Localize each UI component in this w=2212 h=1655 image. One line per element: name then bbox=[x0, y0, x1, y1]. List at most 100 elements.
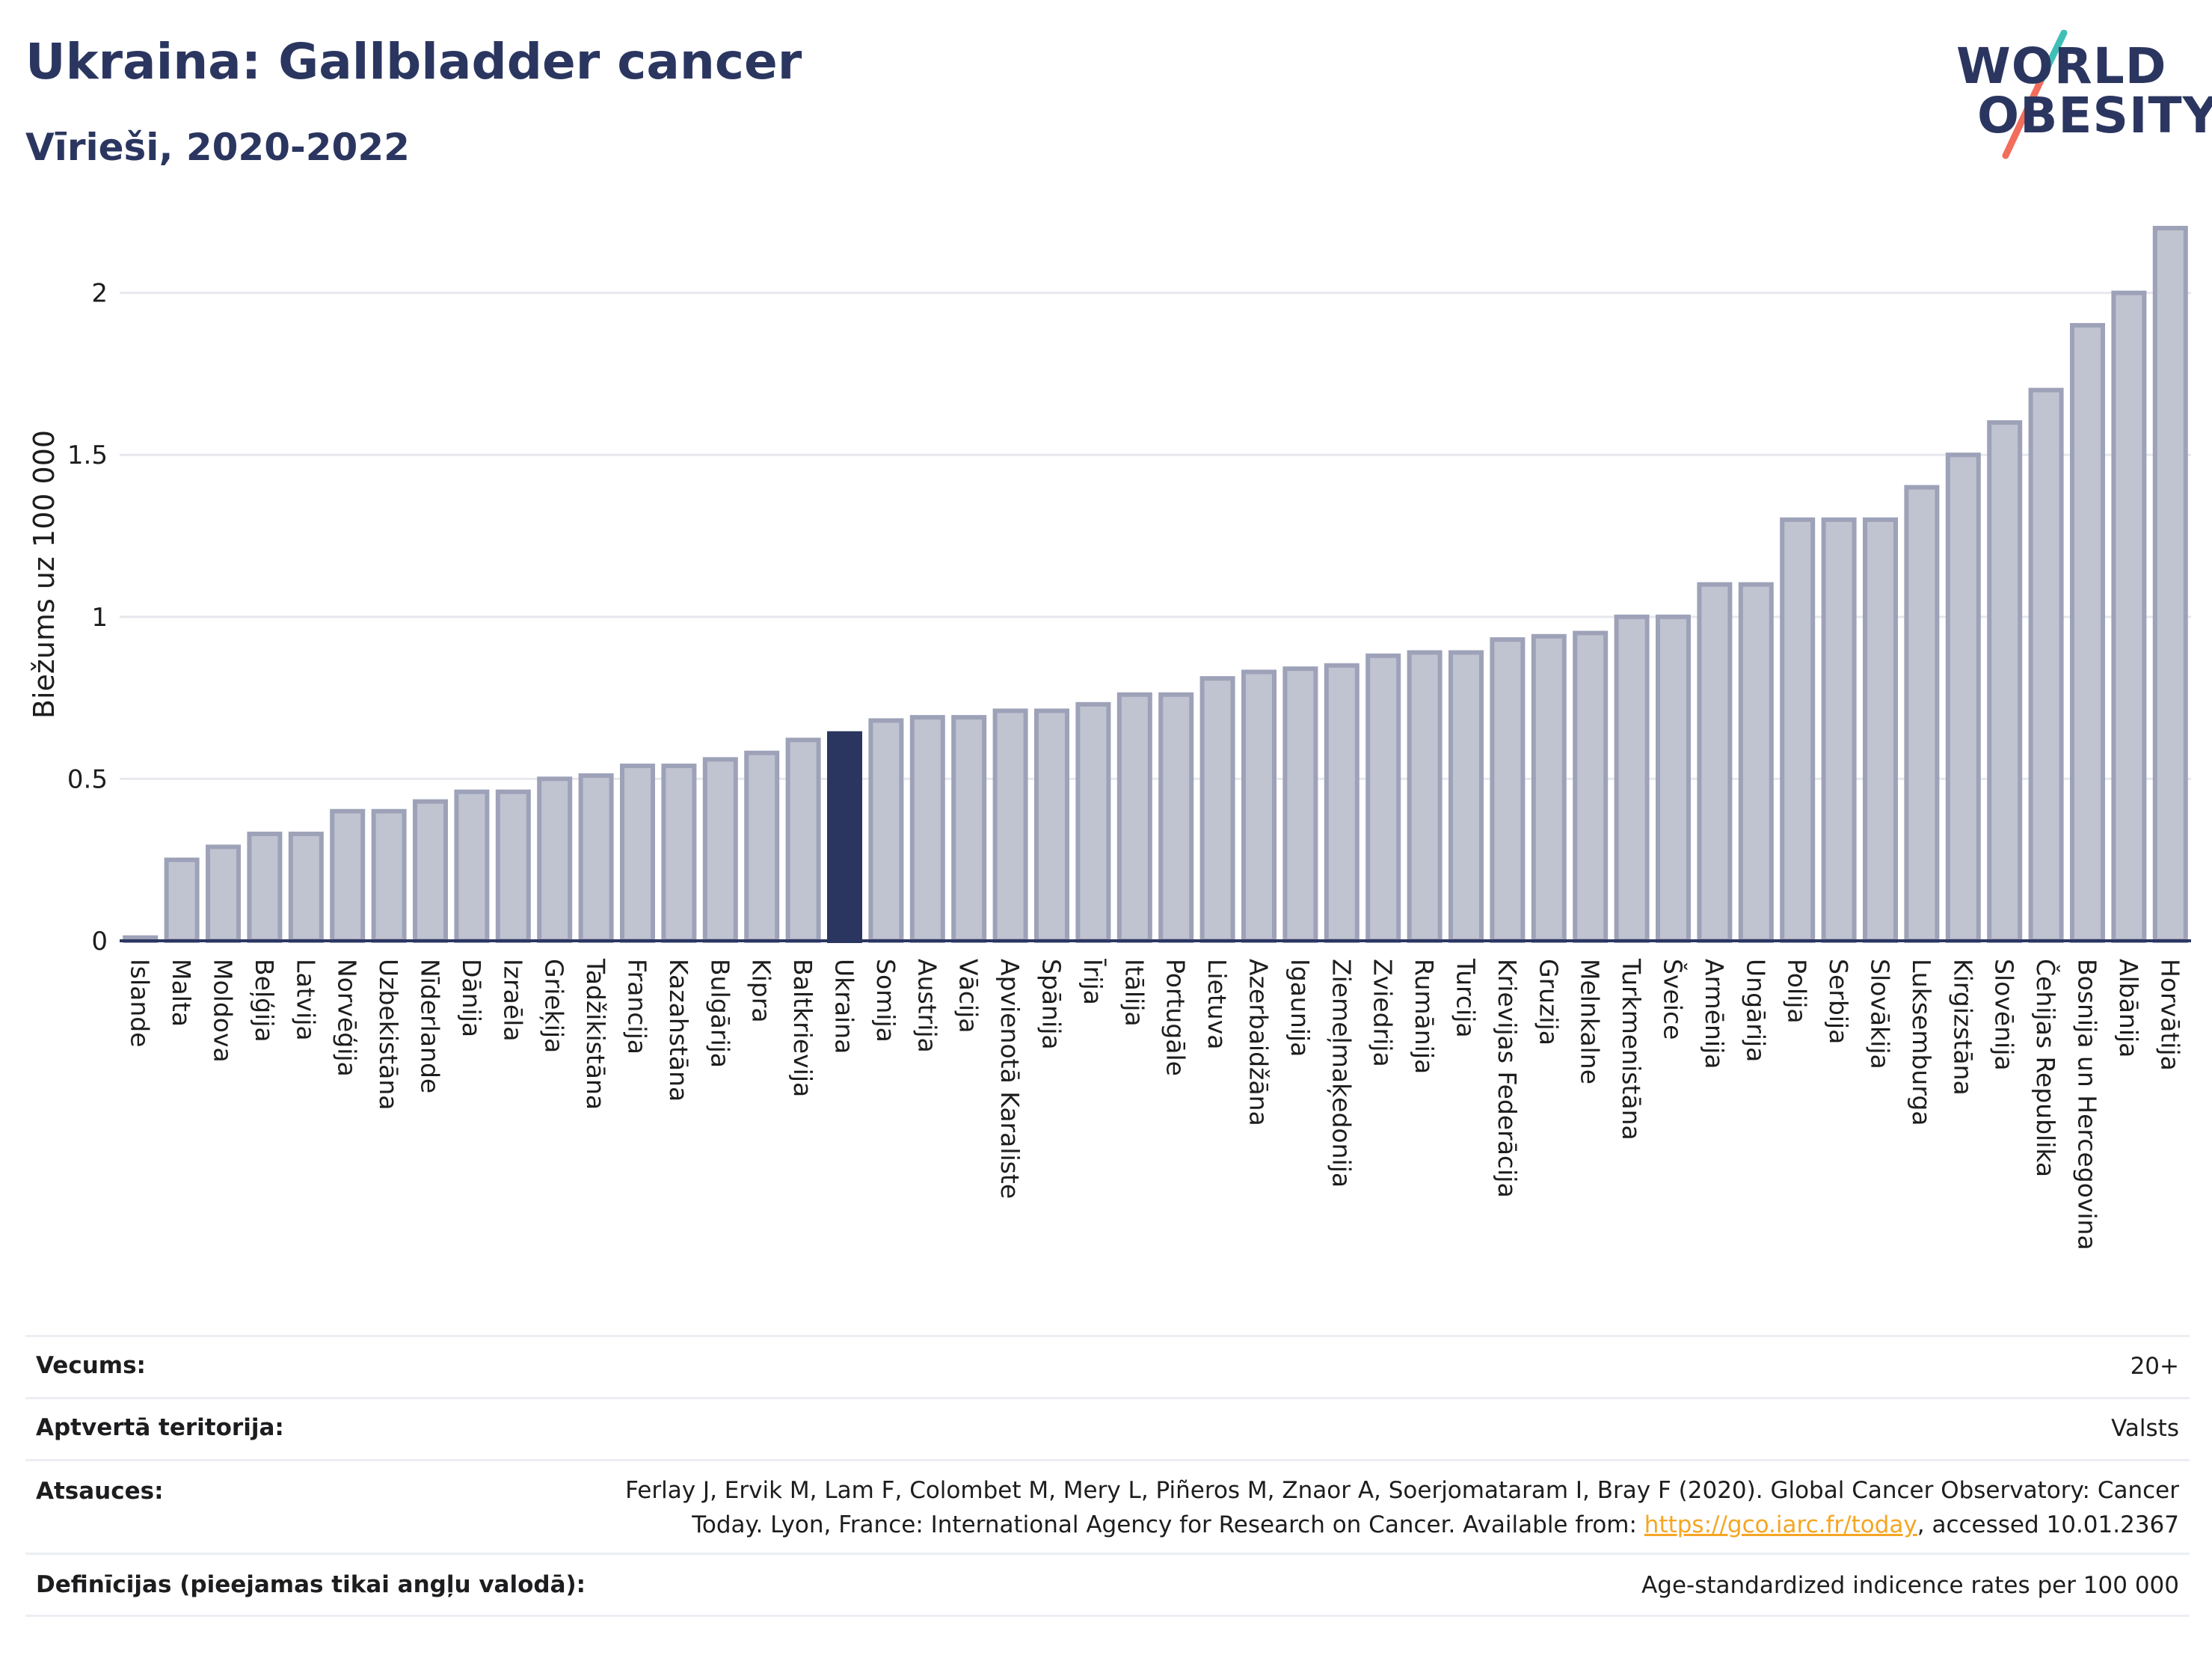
bar bbox=[785, 737, 821, 943]
x-tick-label: Armēnija bbox=[1700, 959, 1729, 1069]
bar bbox=[2028, 387, 2064, 943]
bar bbox=[1075, 701, 1111, 943]
bar bbox=[620, 764, 655, 943]
bar bbox=[2152, 226, 2188, 943]
bar bbox=[1531, 633, 1567, 943]
x-tick-label: Lietuva bbox=[1202, 959, 1232, 1049]
bar bbox=[868, 718, 904, 943]
info-row-territory: Aptvertā teritorija: Valsts bbox=[25, 1397, 2190, 1459]
x-tick-label: Portugāle bbox=[1161, 959, 1191, 1076]
x-tick-label: Kirgizstāna bbox=[1948, 959, 1977, 1096]
bar bbox=[1282, 666, 1318, 943]
territory-value: Valsts bbox=[2111, 1415, 2179, 1442]
y-tick-label: 1 bbox=[91, 603, 108, 633]
bar bbox=[578, 773, 614, 943]
y-tick-labels: 0 0.5 1 1.5 2 bbox=[67, 279, 108, 957]
x-tick-label: Nīderlande bbox=[416, 959, 445, 1093]
logo-slash-bottom bbox=[2002, 79, 2044, 159]
age-label: Vecums: bbox=[36, 1352, 146, 1379]
x-tick-label: Vācija bbox=[954, 959, 983, 1034]
x-tick-label: Gruzija bbox=[1534, 959, 1563, 1045]
sources-link[interactable]: https://gco.iarc.fr/today bbox=[1644, 1511, 1917, 1538]
definitions-label: Definīcijas (pieejamas tikai angļu valod… bbox=[36, 1571, 586, 1598]
x-tick-label: Krievijas Federācija bbox=[1493, 959, 1522, 1198]
bar bbox=[1697, 582, 1733, 943]
logo-word-world: WORLD bbox=[1956, 37, 2167, 95]
x-tick-label: Polija bbox=[1783, 959, 1812, 1024]
x-tick-label: Austrija bbox=[912, 959, 941, 1053]
bar bbox=[1365, 653, 1401, 943]
info-row-definitions: Definīcijas (pieejamas tikai angļu valod… bbox=[25, 1553, 2190, 1617]
x-tick-label: Francija bbox=[623, 959, 652, 1054]
bar bbox=[1614, 614, 1650, 943]
info-row-age: Vecums: 20+ bbox=[25, 1335, 2190, 1397]
x-tick-label: Serbija bbox=[1824, 959, 1853, 1044]
x-tick-label: Baltkrievija bbox=[788, 959, 817, 1097]
x-tick-label: Luksemburga bbox=[1907, 959, 1936, 1126]
x-tick-label: Čehijas Republika bbox=[2031, 959, 2061, 1177]
bar bbox=[2111, 290, 2147, 943]
x-tick-label: Uzbekistāna bbox=[374, 959, 403, 1111]
x-tick-label: Turcija bbox=[1451, 958, 1481, 1038]
logo-slash-top bbox=[2036, 30, 2068, 86]
bar bbox=[1780, 517, 1816, 943]
y-tick-label: 0 bbox=[91, 927, 108, 957]
bar bbox=[1241, 669, 1276, 944]
x-tick-label: Spānija bbox=[1037, 959, 1066, 1050]
bar bbox=[702, 757, 738, 943]
bar bbox=[1987, 420, 2023, 943]
bars bbox=[120, 226, 2191, 944]
x-tick-label: Tadžikistāna bbox=[581, 958, 610, 1110]
bar bbox=[2070, 322, 2105, 944]
x-tick-label: Itālija bbox=[1119, 959, 1149, 1027]
y-tick-label: 0.5 bbox=[67, 764, 108, 794]
x-tick-label: Slovēnija bbox=[1990, 959, 2019, 1071]
x-tick-label: Apvienotā Karaliste bbox=[995, 959, 1024, 1199]
sources-line-1: Ferlay J, Ervik M, Lam F, Colombet M, Me… bbox=[625, 1477, 2179, 1504]
x-tick-label: Azerbaidžāna bbox=[1244, 959, 1274, 1126]
bar bbox=[1407, 650, 1443, 944]
bar bbox=[1034, 708, 1069, 943]
sources-label: Atsauces: bbox=[36, 1478, 164, 1505]
x-tick-label: Somija bbox=[871, 959, 900, 1043]
x-tick-label: Šveice bbox=[1659, 959, 1689, 1040]
x-tick-label: Ukraina bbox=[830, 959, 859, 1054]
bar bbox=[992, 708, 1028, 943]
bar bbox=[454, 789, 490, 943]
sources-value: Ferlay J, Ervik M, Lam F, Colombet M, Me… bbox=[625, 1473, 2179, 1542]
bar bbox=[1116, 692, 1152, 943]
page-title: Ukraina: Gallbladder cancer bbox=[25, 33, 802, 90]
x-tick-label: Turkmenistāna bbox=[1617, 958, 1646, 1140]
x-tick-label: Beļģija bbox=[250, 959, 279, 1043]
world-obesity-logo: WORLD OBESITY bbox=[1944, 22, 2212, 165]
age-value: 20+ bbox=[2130, 1353, 2179, 1380]
bar bbox=[247, 832, 283, 944]
y-tick-label: 2 bbox=[91, 279, 108, 309]
x-tick-label: Slovākija bbox=[1866, 959, 1895, 1069]
bar bbox=[495, 789, 531, 943]
sources-line-2-post: , accessed 10.01.2367 bbox=[1917, 1511, 2179, 1538]
x-tick-label: Kipra bbox=[747, 959, 776, 1023]
definitions-value: Age-standardized indicence rates per 100… bbox=[1641, 1572, 2179, 1599]
x-tick-label: Malta bbox=[167, 959, 196, 1027]
territory-label: Aptvertā teritorija: bbox=[36, 1414, 284, 1441]
x-tick-label: Latvija bbox=[291, 959, 320, 1041]
info-table: Vecums: 20+ Aptvertā teritorija: Valsts … bbox=[25, 1335, 2190, 1617]
x-tick-label: Bulgārija bbox=[705, 959, 734, 1068]
x-tick-label: Ziemeļmaķedonija bbox=[1327, 959, 1356, 1188]
bar bbox=[537, 776, 573, 943]
bar bbox=[413, 799, 448, 943]
bar bbox=[1448, 650, 1484, 944]
info-row-sources: Atsauces: Ferlay J, Ervik M, Lam F, Colo… bbox=[25, 1459, 2190, 1553]
sources-line-2: Today. Lyon, France: International Agenc… bbox=[625, 1508, 2179, 1542]
bar bbox=[1199, 676, 1235, 943]
bar bbox=[1738, 582, 1774, 943]
bar bbox=[1863, 517, 1898, 943]
x-tick-label: Rumānija bbox=[1410, 959, 1439, 1074]
x-tick-label: Norvēģija bbox=[333, 959, 362, 1077]
page-subtitle: Vīrieši, 2020-2022 bbox=[25, 126, 410, 169]
sources-line-2-pre: Today. Lyon, France: International Agenc… bbox=[692, 1511, 1644, 1538]
bar bbox=[661, 764, 697, 943]
x-tick-label: Bosnija un Hercegovina bbox=[2073, 959, 2102, 1250]
bar bbox=[1945, 452, 1981, 943]
